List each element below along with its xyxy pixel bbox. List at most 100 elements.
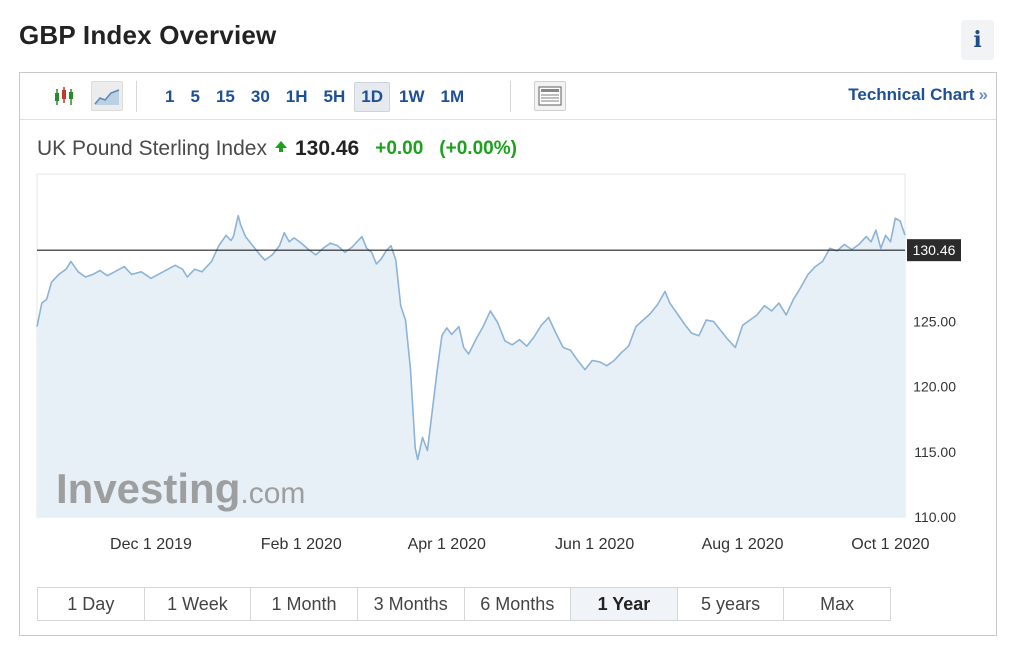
data-point — [200, 270, 203, 273]
data-point — [496, 321, 499, 324]
up-arrow-icon — [274, 140, 287, 152]
data-point — [57, 273, 60, 276]
price-area-fill — [37, 215, 905, 517]
data-point — [140, 270, 143, 273]
range-1-year[interactable]: 1 Year — [571, 588, 678, 620]
interval-5h[interactable]: 5H — [323, 86, 346, 106]
info-icon[interactable]: i — [961, 20, 994, 60]
data-point — [889, 240, 892, 243]
news-icon[interactable] — [534, 81, 566, 111]
data-point — [329, 242, 332, 245]
data-point — [390, 244, 393, 247]
data-point — [293, 236, 296, 239]
data-point — [77, 270, 80, 273]
data-point — [45, 298, 48, 301]
interval-15[interactable]: 15 — [215, 86, 235, 106]
data-point — [380, 257, 383, 260]
data-point — [656, 303, 659, 306]
range-selector: 1 Day 1 Week 1 Month 3 Months 6 Months 1 Year… — [37, 587, 891, 621]
data-point — [65, 268, 68, 271]
interval-1m[interactable]: 1M — [440, 86, 465, 106]
data-point — [351, 246, 354, 249]
data-point — [421, 436, 424, 439]
chart-toolbar: 1 5 15 30 1H 5H 1D 1W 1M Technical Chart» — [20, 73, 996, 120]
data-point — [727, 338, 730, 341]
price-chart[interactable]: Investing.com 130.46 110.00 115.00 120.00 125… — [20, 73, 996, 583]
interval-1w[interactable]: 1W — [398, 86, 425, 106]
price-line — [36, 214, 906, 461]
data-point — [113, 270, 116, 273]
data-point — [251, 244, 254, 247]
data-point — [230, 239, 233, 242]
range-1-month[interactable]: 1 Month — [251, 588, 358, 620]
data-point — [467, 353, 470, 356]
data-point — [705, 319, 708, 322]
data-point — [343, 251, 346, 254]
data-point — [130, 273, 133, 276]
data-point — [462, 346, 465, 349]
range-6-months[interactable]: 6 Months — [464, 588, 572, 620]
data-point — [605, 364, 608, 367]
interval-30[interactable]: 30 — [250, 86, 270, 106]
technical-chart-label[interactable]: Technical Chart — [848, 85, 975, 104]
range-max[interactable]: Max — [784, 588, 890, 620]
data-point — [99, 269, 102, 272]
x-tick-label: Aug 1 2020 — [702, 536, 784, 553]
last-price-tag-label: 130.46 — [913, 242, 956, 258]
range-3-months[interactable]: 3 Months — [357, 588, 465, 620]
range-5-years[interactable]: 5 years — [677, 588, 785, 620]
data-point — [375, 263, 378, 266]
interval-1d[interactable]: 1D — [354, 81, 390, 112]
data-point — [741, 324, 744, 327]
data-point — [157, 273, 160, 276]
data-point — [237, 214, 240, 217]
interval-5[interactable]: 5 — [190, 86, 200, 106]
data-point — [360, 235, 363, 238]
interval-selector: 1 5 15 30 1H 5H 1D 1W 1M — [158, 73, 473, 120]
data-point — [436, 369, 439, 372]
data-point — [598, 360, 601, 363]
data-point — [690, 332, 693, 335]
data-point — [416, 458, 419, 461]
data-point — [620, 351, 623, 354]
data-point — [271, 253, 274, 256]
double-chevron-right-icon: » — [978, 85, 988, 104]
data-point — [697, 334, 700, 337]
data-point — [414, 446, 417, 449]
range-1-day[interactable]: 1 Day — [38, 588, 145, 620]
data-point — [210, 260, 213, 263]
data-point — [336, 244, 339, 247]
data-point — [748, 319, 751, 322]
data-point — [278, 244, 281, 247]
range-1-week[interactable]: 1 Week — [144, 588, 252, 620]
data-point — [40, 302, 43, 305]
line-chart-icon[interactable] — [91, 81, 123, 111]
page-title: GBP Index Overview — [19, 20, 277, 50]
data-point — [457, 325, 460, 328]
data-point — [431, 410, 434, 413]
toolbar-divider — [136, 81, 137, 112]
data-point — [123, 265, 126, 268]
price-change-percent: (+0.00%) — [439, 138, 517, 159]
data-point — [879, 247, 882, 250]
data-point — [857, 243, 860, 246]
data-point — [489, 309, 492, 312]
interval-1h[interactable]: 1H — [285, 86, 308, 106]
data-point — [734, 346, 737, 349]
data-point — [409, 367, 412, 370]
data-point — [533, 336, 536, 339]
data-point — [193, 268, 196, 271]
interval-1[interactable]: 1 — [165, 86, 175, 106]
candlestick-icon[interactable] — [48, 81, 80, 111]
data-point — [676, 312, 679, 315]
last-price: 130.46 — [294, 137, 360, 160]
data-point — [634, 325, 637, 328]
data-point — [719, 329, 722, 332]
data-point — [399, 304, 402, 307]
data-point — [712, 320, 715, 323]
data-point — [807, 273, 810, 276]
data-point — [683, 323, 686, 326]
data-point — [785, 313, 788, 316]
data-point — [884, 234, 887, 237]
technical-chart-link[interactable]: Technical Chart» — [848, 85, 988, 105]
